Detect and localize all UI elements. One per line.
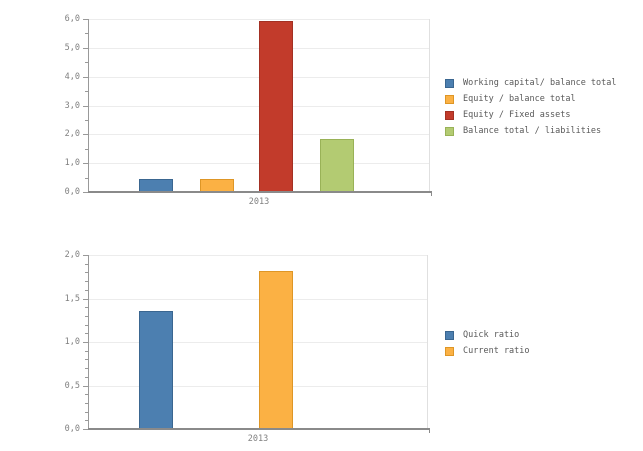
legend-swatch-current-ratio: [445, 346, 454, 356]
legend-liquidity: Quick ratio Current ratio: [445, 327, 530, 359]
legend-item-equity-balance-total: Equity / balance total: [445, 91, 617, 107]
y-tick-minor: [85, 149, 88, 150]
legend-label-balance-total-liabilities: Balance total / liabilities: [463, 126, 602, 136]
y-tick-major: [83, 429, 88, 430]
legend-swatch-equity-fixed-assets: [445, 110, 454, 120]
y-tick-major: [83, 19, 88, 20]
y-tick-label: 4,0: [64, 72, 80, 82]
y-tick-minor: [85, 377, 88, 378]
y-tick-label: 1,0: [64, 158, 80, 168]
legend-item-equity-fixed-assets: Equity / Fixed assets: [445, 107, 617, 123]
gridline: [89, 386, 428, 387]
y-tick-minor: [85, 120, 88, 121]
y-tick-minor: [85, 412, 88, 413]
plot-right-border: [429, 19, 430, 192]
y-tick-label: 0,0: [64, 187, 80, 197]
y-tick-minor: [85, 33, 88, 34]
y-tick-major: [83, 342, 88, 343]
y-tick-label: 6,0: [64, 14, 80, 24]
legend-item-working-capital-balance-total: Working capital/ balance total: [445, 75, 617, 91]
legend-item-balance-total-liabilities: Balance total / liabilities: [445, 123, 617, 139]
y-tick-major: [83, 134, 88, 135]
x-axis-end-tick: [429, 429, 430, 433]
y-tick-minor: [85, 359, 88, 360]
y-tick-minor: [85, 403, 88, 404]
y-tick-minor: [85, 281, 88, 282]
y-axis-line: [88, 255, 89, 429]
legend-label-equity-balance-total: Equity / balance total: [463, 94, 576, 104]
plot-right-border: [427, 255, 428, 429]
x-axis-label: 2013: [247, 434, 269, 444]
y-tick-label: 0,0: [64, 424, 80, 434]
y-tick-major: [83, 255, 88, 256]
gridline: [89, 19, 430, 20]
y-tick-major: [83, 163, 88, 164]
legend-swatch-equity-balance-total: [445, 94, 454, 104]
y-tick-minor: [85, 290, 88, 291]
gridline: [89, 255, 428, 256]
y-tick-minor: [85, 307, 88, 308]
y-axis-line: [88, 19, 89, 192]
y-tick-major: [83, 77, 88, 78]
legend-item-current-ratio: Current ratio: [445, 343, 530, 359]
legend-solvency: Working capital/ balance total Equity / b…: [445, 75, 617, 139]
x-axis-line: [88, 191, 432, 193]
y-tick-minor: [85, 394, 88, 395]
y-tick-major: [83, 386, 88, 387]
plot-area-liquidity: 0,0 0,5 1,0 1,5 2,0 2013: [65, 250, 430, 444]
legend-label-equity-fixed-assets: Equity / Fixed assets: [463, 110, 571, 120]
y-tick-minor: [85, 264, 88, 265]
y-tick-label: 1,0: [64, 337, 80, 347]
x-axis-label: 2013: [248, 197, 270, 207]
plot-area-solvency: 0,0 1,0 2,0 3,0 4,0 5,0 6,0 2013: [65, 14, 432, 207]
y-tick-label: 2,0: [64, 250, 80, 260]
y-tick-minor: [85, 272, 88, 273]
y-tick-label: 3,0: [64, 101, 80, 111]
x-axis-end-tick: [431, 192, 432, 196]
y-tick-minor: [85, 316, 88, 317]
y-tick-label: 0,5: [64, 381, 80, 391]
y-tick-minor: [85, 325, 88, 326]
legend-label-quick-ratio: Quick ratio: [463, 330, 520, 340]
y-tick-major: [83, 48, 88, 49]
legend-swatch-balance-total-liabilities: [445, 126, 454, 136]
x-axis-line: [88, 428, 430, 430]
bar-balance-total-liabilities: [320, 139, 354, 191]
bar-current-ratio: [259, 271, 293, 428]
y-tick-major: [83, 299, 88, 300]
y-tick-major: [83, 106, 88, 107]
y-tick-minor: [85, 368, 88, 369]
gridline: [89, 299, 428, 300]
legend-label-current-ratio: Current ratio: [463, 346, 530, 356]
y-tick-minor: [85, 91, 88, 92]
y-tick-label: 1,5: [64, 294, 80, 304]
y-tick-minor: [85, 62, 88, 63]
y-tick-label: 2,0: [64, 129, 80, 139]
legend-item-quick-ratio: Quick ratio: [445, 327, 530, 343]
y-tick-minor: [85, 178, 88, 179]
gridline: [89, 342, 428, 343]
bar-working-capital-balance-total: [139, 179, 173, 191]
y-tick-minor: [85, 420, 88, 421]
y-tick-major: [83, 192, 88, 193]
y-tick-label: 5,0: [64, 43, 80, 53]
bar-equity-balance-total: [200, 179, 234, 191]
legend-swatch-working-capital-balance-total: [445, 78, 454, 88]
legend-swatch-quick-ratio: [445, 330, 454, 340]
legend-label-working-capital-balance-total: Working capital/ balance total: [463, 78, 617, 88]
bar-equity-fixed-assets: [259, 21, 293, 191]
y-tick-minor: [85, 351, 88, 352]
bar-quick-ratio: [139, 311, 173, 428]
y-tick-minor: [85, 333, 88, 334]
